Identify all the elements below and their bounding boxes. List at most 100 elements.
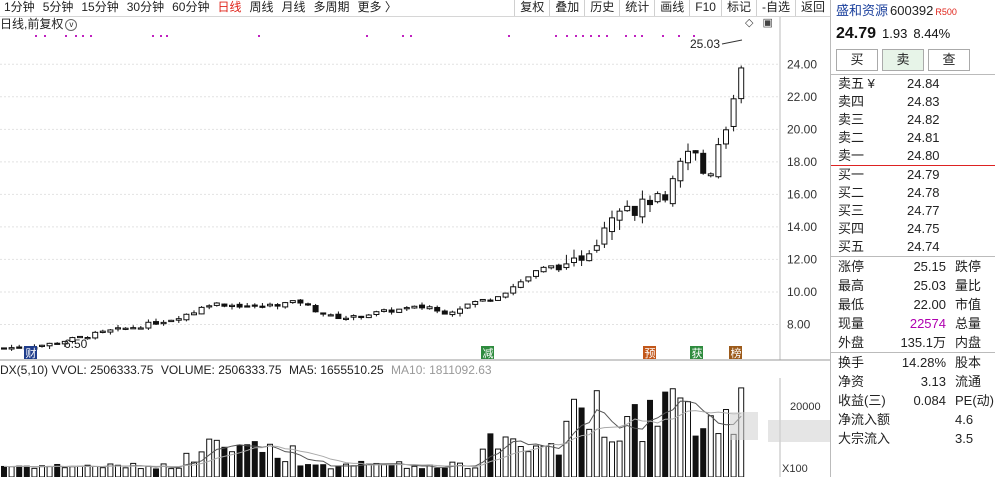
candle [669, 178, 676, 205]
volume-bar [411, 465, 418, 477]
candle [723, 129, 729, 145]
candle [46, 342, 53, 347]
query-button[interactable]: 查 [928, 49, 970, 71]
kline-chart[interactable]: 24.00 22.00 20.00 18.00 16.00 14.00 12.00 10.00… [0, 0, 830, 477]
toolbar-button[interactable]: 历史 [584, 0, 619, 16]
volume-bar [730, 433, 737, 477]
candle [495, 296, 501, 301]
volume-bar [609, 441, 615, 477]
candle [730, 98, 737, 127]
volume-bar [236, 444, 243, 477]
toolbar-button[interactable]: 复权 [514, 0, 549, 16]
row-label-2: 3.5 [955, 431, 974, 446]
row-value: 24.79 [907, 167, 940, 182]
row-label: 大宗流入 [838, 431, 891, 446]
row-value: 22.00 [913, 297, 946, 312]
volume-indicator-name[interactable]: DX(5,10) [0, 363, 49, 377]
candle [525, 276, 532, 282]
period-tab[interactable]: 多周期 [313, 0, 350, 14]
candle [700, 152, 707, 174]
candle [350, 315, 357, 318]
row-label: 净资 [838, 374, 865, 389]
volume-bar [168, 468, 175, 477]
candle [335, 313, 342, 320]
candle [631, 205, 638, 216]
event-markers: 财减预获榜 [24, 346, 742, 360]
candle [61, 340, 68, 345]
candle [1, 347, 7, 350]
volume-bar [267, 443, 273, 477]
period-tab[interactable]: 5分钟 [42, 0, 74, 14]
toolbar-button[interactable]: -自选 [755, 0, 795, 16]
event-marker-label: 财 [26, 346, 37, 360]
toolbar-button[interactable]: 返回 [794, 0, 830, 16]
stats-block-b: 换手 14.28% 股本 净资 3.13 流通 收益(三) 0.084 PE(动) 净流入额 4.6… [831, 353, 995, 448]
volume-bar [251, 441, 258, 477]
volume-bar [61, 467, 68, 477]
volume-bar [289, 445, 296, 477]
quote-panel: 盛和资源 600392 R500 24.79 1.93 8.44% 买 卖 查 卖五 ¥… [830, 0, 995, 477]
event-marker[interactable] [729, 346, 742, 359]
candle [274, 304, 281, 307]
chart-type-label[interactable]: 日线,前复权 v [0, 17, 78, 31]
volume-bar [707, 415, 714, 477]
volume-bar [381, 464, 387, 477]
candle [251, 304, 258, 307]
candle [183, 313, 190, 321]
candle [320, 312, 327, 315]
event-marker[interactable] [481, 346, 494, 359]
event-marker[interactable] [643, 346, 656, 359]
sell-button[interactable]: 卖 [882, 49, 924, 71]
candle [175, 318, 182, 321]
stock-header: 盛和资源 600392 R500 [831, 0, 995, 22]
candle [388, 309, 395, 313]
period-tab[interactable]: 30分钟 [126, 0, 165, 14]
volume-bar [221, 446, 228, 477]
toolbar-button[interactable]: 标记 [720, 0, 756, 16]
buy-button[interactable]: 买 [836, 49, 878, 71]
ma5-label: MA5: [288, 363, 317, 377]
toolbar-button[interactable]: F10 [689, 0, 721, 16]
toolbar-button[interactable]: 统计 [619, 0, 654, 16]
price-tick-label: 24.00 [787, 57, 817, 71]
volume-ma-lines [3, 400, 742, 468]
price-tick-label: 10.00 [787, 285, 817, 299]
volume-bar [1, 465, 7, 477]
candle [145, 321, 152, 329]
volume-bar [84, 464, 91, 477]
period-tab[interactable]: 更多 〉 [357, 0, 397, 14]
volume-bar [631, 404, 638, 477]
candle [267, 303, 273, 307]
volume-bar [153, 468, 159, 477]
toolbar-button[interactable]: 画线 [654, 0, 689, 16]
period-tab[interactable]: 日线 [217, 0, 242, 14]
period-tab[interactable]: 周线 [249, 0, 274, 14]
volume-bar [350, 465, 357, 477]
period-tab[interactable]: 15分钟 [81, 0, 119, 14]
period-tab[interactable]: 月线 [281, 0, 306, 14]
chevron-down-icon[interactable]: v [65, 18, 78, 31]
price-grid [0, 17, 830, 361]
event-marker[interactable] [24, 346, 37, 359]
window-icon[interactable]: ▣ [762, 17, 773, 29]
diamond-icon[interactable]: ◇ [745, 17, 754, 29]
candle [99, 330, 106, 333]
volume-bar [99, 467, 106, 477]
stock-name[interactable]: 盛和资源 [836, 3, 889, 18]
volume-bar [692, 435, 699, 477]
period-tab[interactable]: 60分钟 [172, 0, 210, 14]
event-marker[interactable] [690, 346, 703, 359]
candle [115, 327, 121, 330]
order-book-row: 买五 24.74 [831, 238, 995, 256]
volume-label: VOLUME: [160, 363, 215, 377]
row-value: 24.83 [907, 94, 940, 109]
volume-bar [715, 433, 722, 477]
toolbar-button[interactable]: 叠加 [549, 0, 584, 16]
low-price-label: 6.50 [64, 337, 88, 351]
volume-bar [31, 467, 38, 477]
volume-bar [669, 388, 676, 477]
volume-legend: DX(5,10) VVOL: 2506333.75 VOLUME: 250633… [0, 363, 492, 377]
period-tab[interactable]: 1分钟 [4, 0, 35, 14]
volume-bar [700, 428, 707, 477]
row-label: 收益(三) [838, 393, 886, 408]
